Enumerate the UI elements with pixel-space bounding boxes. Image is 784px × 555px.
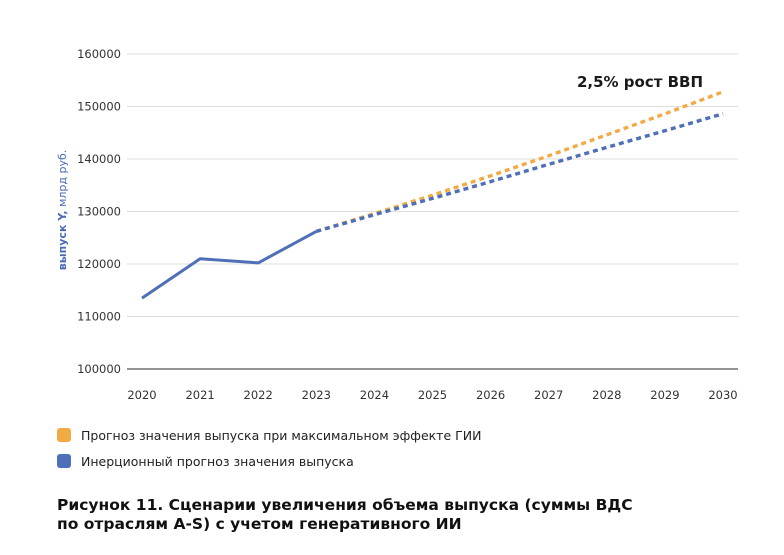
grid bbox=[127, 53, 738, 370]
y-tick-label: 110000 bbox=[77, 310, 121, 324]
y-tick-label: 100000 bbox=[77, 362, 121, 376]
legend-item-gii: Прогноз значения выпуска при максимально… bbox=[57, 422, 481, 448]
figure-caption: Рисунок 11. Сценарии увеличения объема в… bbox=[57, 496, 697, 534]
legend-swatch-orange bbox=[57, 428, 71, 442]
legend-label: Прогноз значения выпуска при максимально… bbox=[81, 427, 482, 443]
series-line-inertial-forecast bbox=[315, 112, 724, 234]
x-tick-labels: 2020 2021 2022 2023 2024 2025 2026 2027 2028 2029… bbox=[127, 388, 737, 402]
growth-annotation: 2,5% рост ВВП bbox=[577, 73, 703, 91]
x-tick-label: 2025 bbox=[418, 388, 447, 402]
series-line-actual bbox=[141, 230, 318, 300]
y-axis-label-unit: млрд руб. bbox=[56, 150, 69, 211]
y-tick-label: 120000 bbox=[77, 257, 121, 271]
y-tick-label: 150000 bbox=[77, 100, 121, 114]
y-axis-label: выпуск Y, млрд руб. bbox=[56, 150, 69, 271]
series-line-gii-forecast bbox=[315, 90, 724, 234]
caption-line-1: Рисунок 11. Сценарии увеличения объема в… bbox=[57, 496, 633, 514]
x-tick-label: 2028 bbox=[592, 388, 621, 402]
legend: Прогноз значения выпуска при максимально… bbox=[57, 422, 481, 474]
x-tick-label: 2023 bbox=[302, 388, 331, 402]
x-tick-label: 2027 bbox=[534, 388, 563, 402]
x-tick-label: 2026 bbox=[476, 388, 505, 402]
y-tick-label: 130000 bbox=[77, 205, 121, 219]
y-axis-label-bold: выпуск Y, bbox=[56, 210, 69, 270]
y-tick-label: 140000 bbox=[77, 152, 121, 166]
legend-label: Инерционный прогноз значения выпуска bbox=[81, 453, 354, 469]
x-tick-label: 2020 bbox=[127, 388, 156, 402]
x-tick-label: 2022 bbox=[244, 388, 273, 402]
legend-item-inertial: Инерционный прогноз значения выпуска bbox=[57, 448, 481, 474]
y-tick-label: 160000 bbox=[77, 47, 121, 61]
x-tick-label: 2029 bbox=[650, 388, 679, 402]
x-tick-label: 2030 bbox=[708, 388, 737, 402]
caption-line-2: по отраслям A-S) с учетом генеративного … bbox=[57, 515, 462, 533]
y-tick-labels: 100000 110000 120000 130000 140000 150000 1600… bbox=[77, 47, 121, 376]
chart: 100000 110000 120000 130000 140000 150000 1600… bbox=[56, 47, 738, 402]
series-lines bbox=[141, 90, 724, 300]
x-tick-label: 2024 bbox=[360, 388, 389, 402]
x-tick-label: 2021 bbox=[185, 388, 214, 402]
legend-swatch-blue bbox=[57, 454, 71, 468]
